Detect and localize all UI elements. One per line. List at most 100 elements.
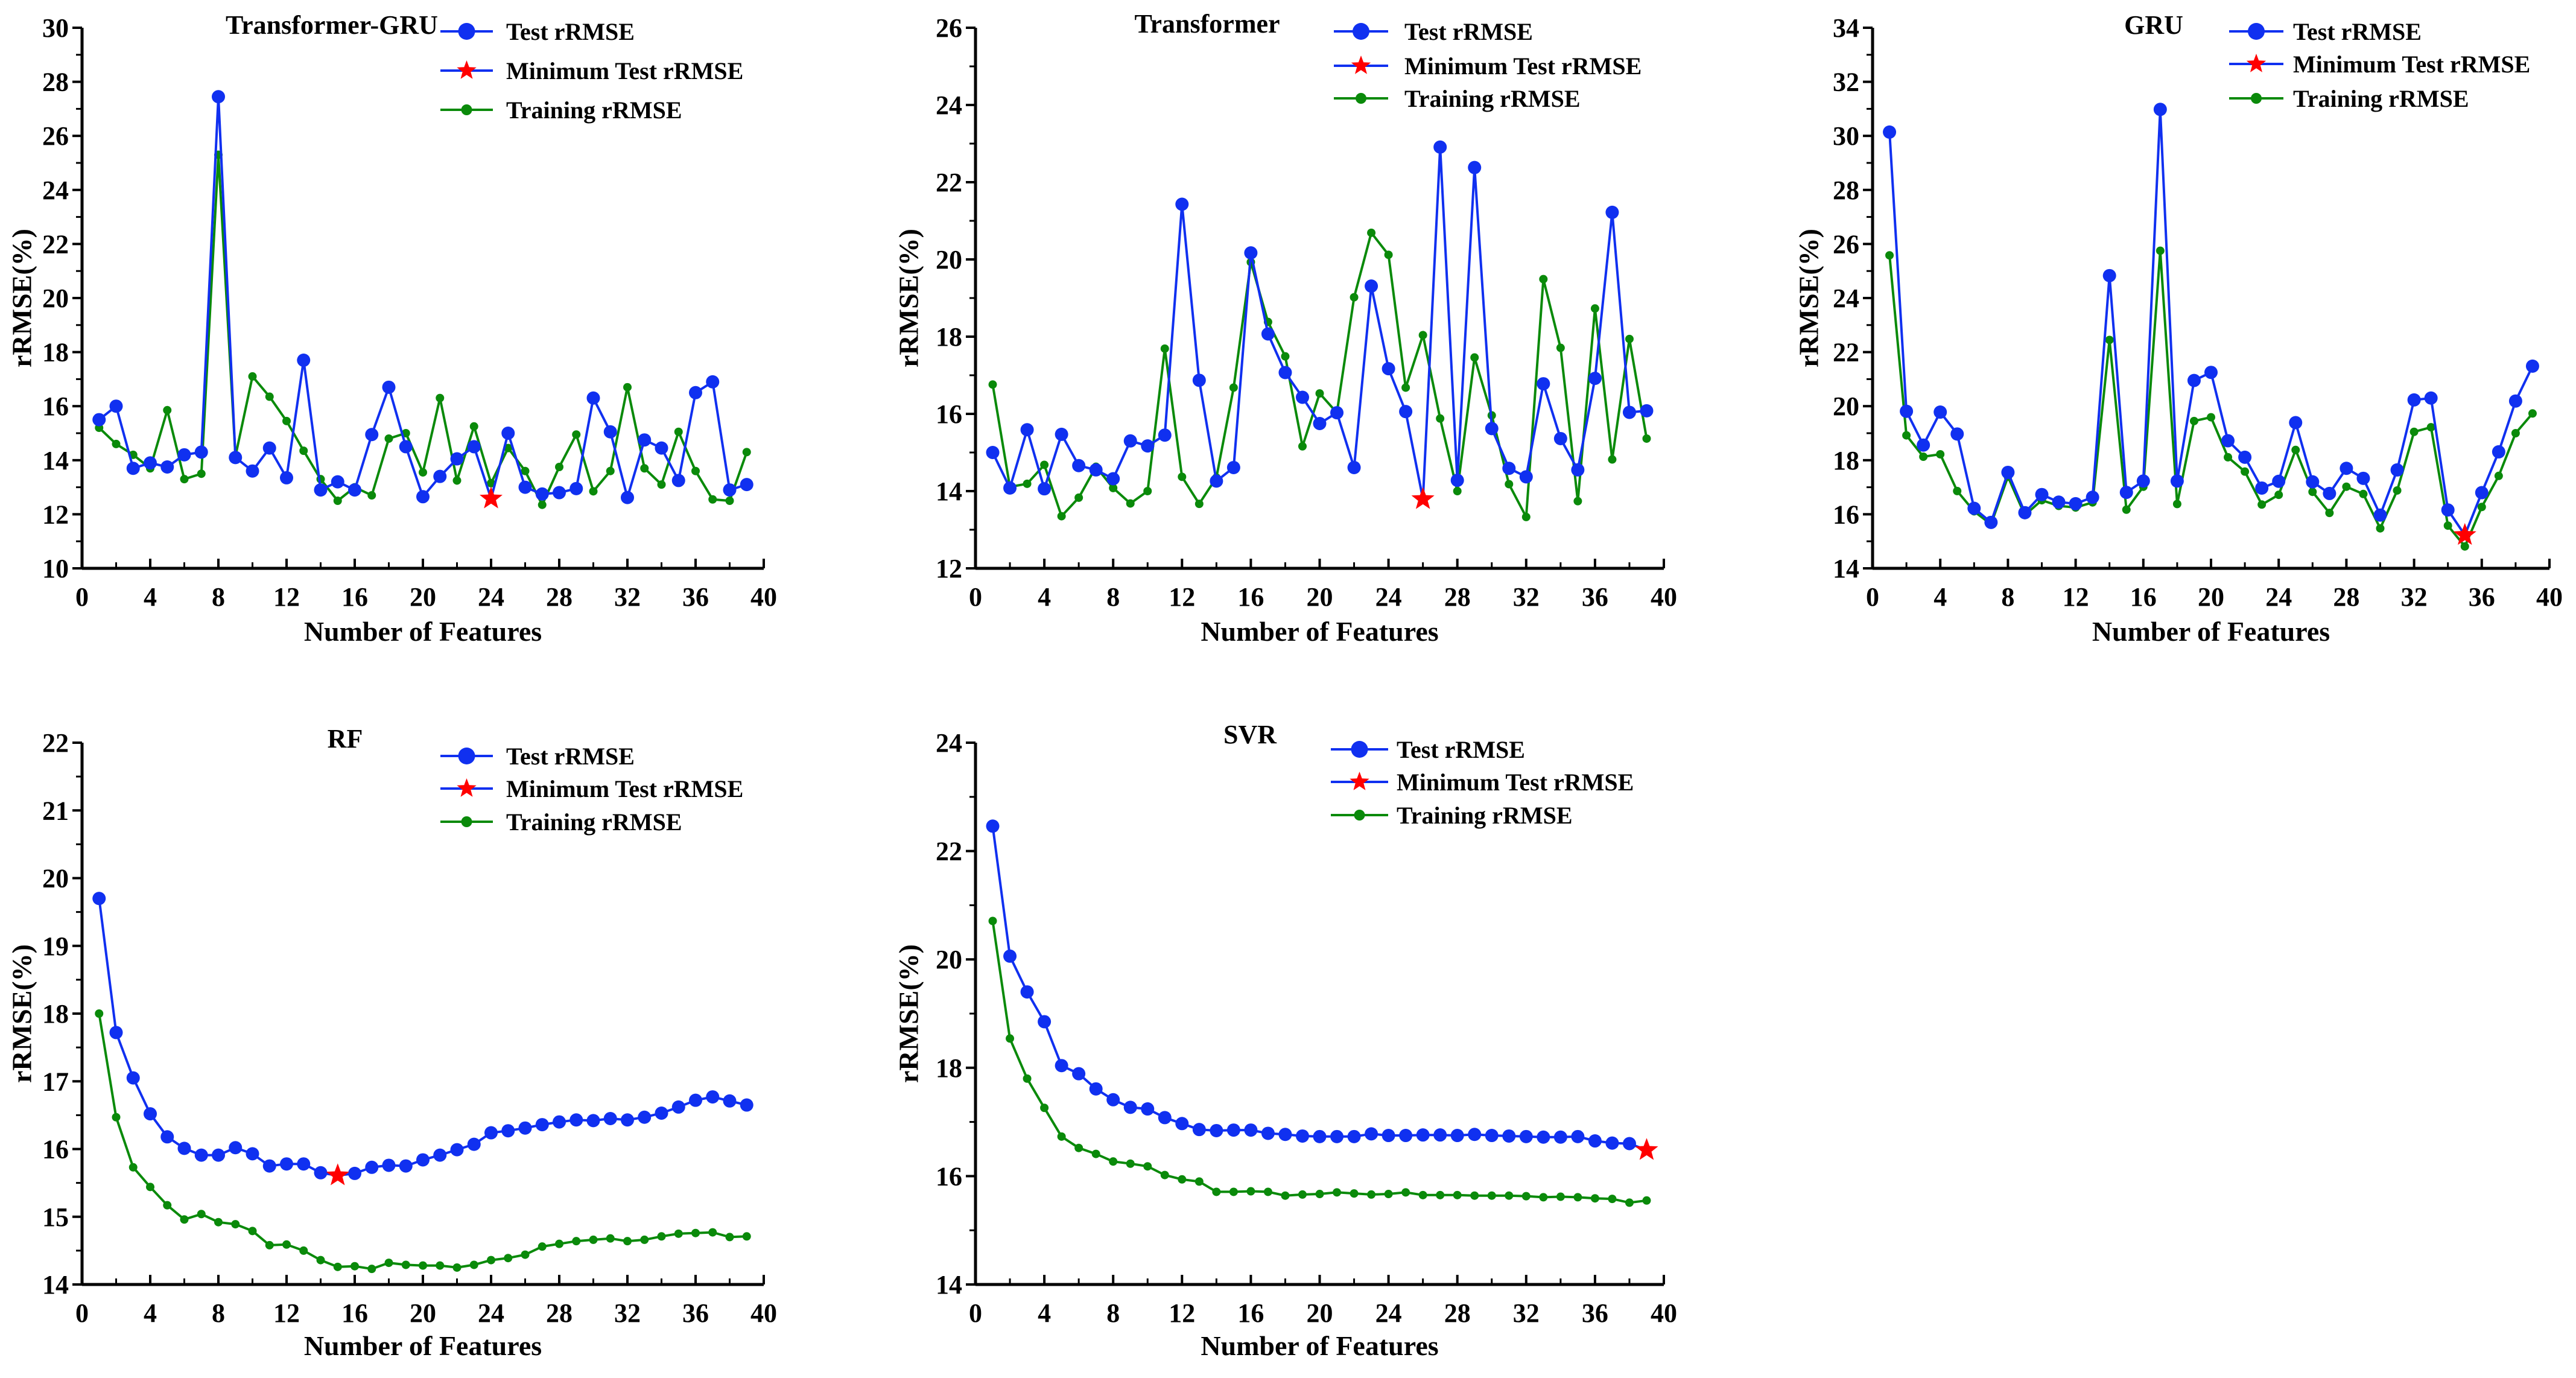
training-point — [367, 491, 376, 500]
training-point — [1194, 500, 1204, 509]
training-point — [1194, 1177, 1204, 1186]
test-point — [1020, 985, 1034, 999]
test-point — [740, 478, 753, 492]
y-tick-label: 26 — [42, 121, 69, 151]
y-tick-label: 20 — [1833, 392, 1859, 421]
test-point — [467, 1137, 481, 1151]
training-point — [1470, 1191, 1479, 1200]
x-tick-label: 16 — [341, 582, 368, 612]
test-point — [1485, 422, 1499, 436]
test-point — [177, 1141, 191, 1155]
training-point — [180, 1215, 189, 1224]
x-tick-label: 8 — [212, 1298, 225, 1328]
training-point — [1023, 1074, 1032, 1083]
test-point — [1485, 1129, 1499, 1143]
test-point — [194, 1148, 208, 1162]
training-point — [1521, 512, 1531, 521]
test-point — [1382, 1129, 1395, 1143]
test-point — [280, 471, 293, 484]
test-point — [1416, 1128, 1430, 1142]
training-point — [1126, 499, 1135, 508]
test-point — [1571, 463, 1585, 477]
test-point — [2390, 463, 2404, 477]
x-tick-label: 36 — [1582, 582, 1608, 612]
legend: Test rRMSE Minimum Test rRMSE Training rRM… — [2229, 18, 2530, 112]
y-tick-label: 14 — [1833, 554, 1859, 583]
test-point — [1399, 1129, 1413, 1143]
y-tick-label: 28 — [1833, 176, 1859, 205]
x-tick-label: 28 — [546, 582, 573, 612]
test-point — [2424, 391, 2438, 405]
test-point — [109, 1026, 123, 1040]
x-tick-label: 24 — [478, 1298, 504, 1328]
test-point — [280, 1157, 293, 1171]
training-point — [2257, 500, 2267, 509]
test-point — [569, 481, 583, 495]
test-point — [2153, 103, 2167, 116]
test-point — [92, 892, 106, 906]
x-axis-label: Number of Features — [1201, 1330, 1438, 1361]
test-point — [1537, 377, 1550, 391]
training-point — [657, 1232, 666, 1241]
x-axis-label: Number of Features — [304, 1330, 542, 1361]
test-point — [2052, 495, 2066, 509]
training-point — [1298, 442, 1307, 451]
training-point — [1902, 431, 1911, 440]
test-point — [484, 1126, 498, 1140]
training-point — [469, 1260, 478, 1269]
test-point — [1313, 1129, 1327, 1143]
test-point — [2373, 508, 2387, 522]
training-point — [2122, 505, 2131, 514]
x-tick-label: 8 — [1106, 1298, 1120, 1328]
training-point — [1418, 1190, 1427, 1199]
training-point — [1298, 1190, 1307, 1199]
training-point — [2207, 413, 2215, 422]
x-tick-label: 28 — [546, 1298, 573, 1328]
test-point — [1502, 462, 1516, 475]
test-point — [1605, 1136, 1619, 1150]
training-point — [1229, 1187, 1238, 1196]
training-point — [521, 466, 530, 475]
chart-title: SVR — [1223, 720, 1277, 749]
test-point — [399, 440, 413, 454]
training-point — [1143, 487, 1152, 495]
training-point — [316, 1256, 325, 1265]
x-tick-label: 4 — [1038, 1298, 1051, 1328]
test-point — [126, 1071, 140, 1085]
x-tick-label: 12 — [273, 582, 300, 612]
test-point — [723, 483, 737, 497]
training-point — [2359, 489, 2368, 498]
test-point — [1313, 417, 1327, 430]
test-point — [1967, 501, 1981, 515]
training-point — [1453, 487, 1462, 495]
training-point — [282, 416, 291, 425]
test-point — [2018, 506, 2032, 519]
training-point — [1315, 389, 1324, 398]
y-tick-label: 21 — [42, 796, 69, 825]
test-point — [348, 1166, 361, 1180]
x-tick-label: 12 — [1169, 1298, 1195, 1328]
legend: Test rRMSE Minimum Test rRMSE Training rRM… — [440, 18, 743, 124]
test-point — [1330, 406, 1344, 420]
training-point — [725, 497, 734, 505]
training-point — [1246, 1187, 1255, 1196]
training-point — [538, 1242, 547, 1251]
test-point — [553, 486, 566, 500]
test-point — [1055, 427, 1068, 441]
training-point — [504, 1254, 513, 1263]
y-tick-label: 18 — [936, 322, 962, 352]
chart-title: GRU — [2124, 10, 2183, 40]
training-point — [2342, 482, 2351, 491]
training-point — [1040, 460, 1049, 469]
training-point — [197, 469, 206, 478]
test-point — [553, 1115, 566, 1129]
legend-label-test: Test rRMSE — [2293, 18, 2422, 45]
test-point — [2441, 503, 2455, 517]
training-point — [1367, 1190, 1376, 1199]
training-point — [436, 393, 445, 402]
y-tick-label: 28 — [42, 68, 69, 97]
legend: Test rRMSE Minimum Test rRMSE Training rRM… — [440, 743, 743, 836]
y-axis-label: rRMSE(%) — [893, 229, 924, 367]
legend: Test rRMSE Minimum Test rRMSE Training rRM… — [1331, 736, 1634, 829]
test-point — [109, 399, 123, 413]
